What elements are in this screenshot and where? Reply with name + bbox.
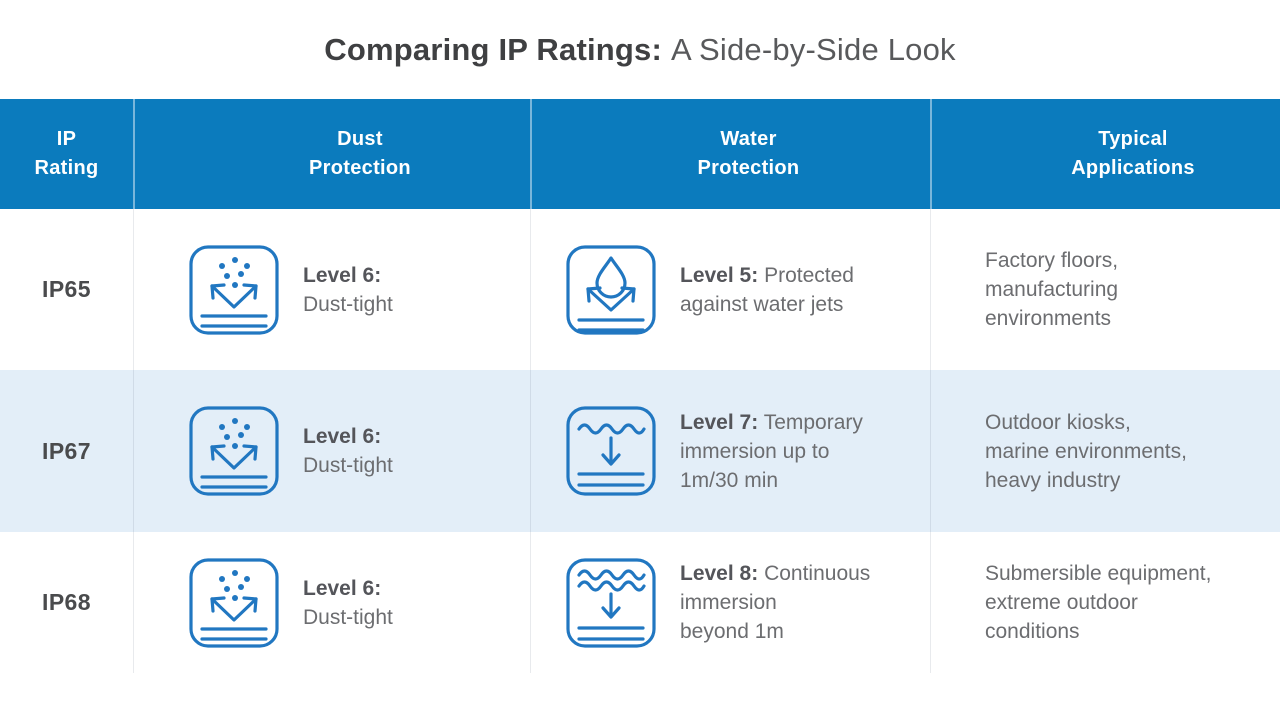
- dust-level-label: Level 6:: [303, 425, 382, 448]
- ip-rating-cell: IP67: [0, 370, 133, 532]
- deep-immersion-icon: [566, 557, 656, 648]
- typical-applications-cell: Factory floors, manufacturing environments: [930, 209, 1280, 370]
- ip-rating-label: IP68: [42, 589, 91, 615]
- page-title-regular: A Side-by-Side Look: [671, 31, 956, 67]
- dust-level-text: Level 6: Dust-tight: [303, 422, 393, 480]
- applications-text: Outdoor kiosks, marine environments, heavy…: [985, 410, 1187, 492]
- water-level-desc: Protected against water jets: [680, 263, 854, 316]
- table-row: IP67 Level 6: Dust-tight: [0, 370, 1280, 532]
- header-ip-rating: IP Rating: [34, 128, 99, 179]
- dust-level-desc: Dust-tight: [303, 605, 393, 629]
- water-protection-cell: Level 8: Continuous immersion beyond 1m: [530, 532, 930, 673]
- page-title-bold: Comparing IP Ratings:: [324, 31, 663, 67]
- table-row: IP65 Level 6: Dust-tight: [0, 209, 1280, 370]
- ip-rating-cell: IP65: [0, 209, 133, 370]
- dust-bounce-icon: [189, 406, 279, 496]
- water-protection-cell: Level 7: Temporary immersion up to 1m/30 m…: [530, 370, 930, 532]
- table-header-row: IP Rating Dust Protection Water Protecti…: [0, 99, 1280, 209]
- page-title: Comparing IP Ratings: A Side-by-Side Loo…: [0, 0, 1280, 99]
- typical-applications-cell: Outdoor kiosks, marine environments, heavy…: [930, 370, 1280, 532]
- dust-level-text: Level 6: Dust-tight: [303, 574, 393, 632]
- header-typical-applications: Typical Applications: [930, 99, 1280, 209]
- dust-level-text: Level 6: Dust-tight: [303, 261, 393, 319]
- ip-rating-label: IP67: [42, 437, 91, 464]
- water-jet-icon: [566, 244, 656, 335]
- typical-applications-cell: Submersible equipment, extreme outdoor con…: [930, 532, 1280, 673]
- water-level-text: Level 5: Protected against water jets: [680, 261, 854, 319]
- dust-protection-cell: Level 6: Dust-tight: [133, 370, 530, 532]
- water-protection-cell: Level 5: Protected against water jets: [530, 209, 930, 370]
- dust-protection-cell: Level 6: Dust-tight: [133, 209, 530, 370]
- dust-level-label: Level 6:: [303, 576, 382, 600]
- header-dust-protection: Dust Protection: [133, 99, 530, 209]
- water-level-desc: Continuous immersion beyond 1m: [680, 562, 871, 643]
- dust-bounce-icon: [189, 244, 279, 335]
- water-level-text: Level 8: Continuous immersion beyond 1m: [680, 559, 870, 646]
- table-row: IP68 Level 6: Dust-tight: [0, 532, 1280, 673]
- dust-level-label: Level 6:: [303, 263, 382, 287]
- dust-level-desc: Dust-tight: [303, 454, 393, 477]
- ip-rating-cell: IP68: [0, 532, 133, 673]
- water-level-text: Level 7: Temporary immersion up to 1m/30 m…: [680, 408, 863, 495]
- water-level-label: Level 8:: [680, 562, 759, 585]
- header-water-protection: Water Protection: [530, 99, 930, 209]
- water-level-label: Level 5:: [680, 263, 759, 287]
- dust-protection-cell: Level 6: Dust-tight: [133, 532, 530, 673]
- ip-rating-label: IP65: [42, 276, 91, 302]
- dust-bounce-icon: [189, 557, 279, 648]
- water-level-label: Level 7:: [680, 410, 759, 434]
- water-immersion-icon: [566, 406, 656, 496]
- applications-text: Submersible equipment, extreme outdoor con…: [985, 562, 1212, 643]
- water-level-desc: Temporary immersion up to 1m/30 min: [680, 410, 863, 492]
- dust-level-desc: Dust-tight: [303, 292, 393, 316]
- applications-text: Factory floors, manufacturing environments: [985, 249, 1119, 330]
